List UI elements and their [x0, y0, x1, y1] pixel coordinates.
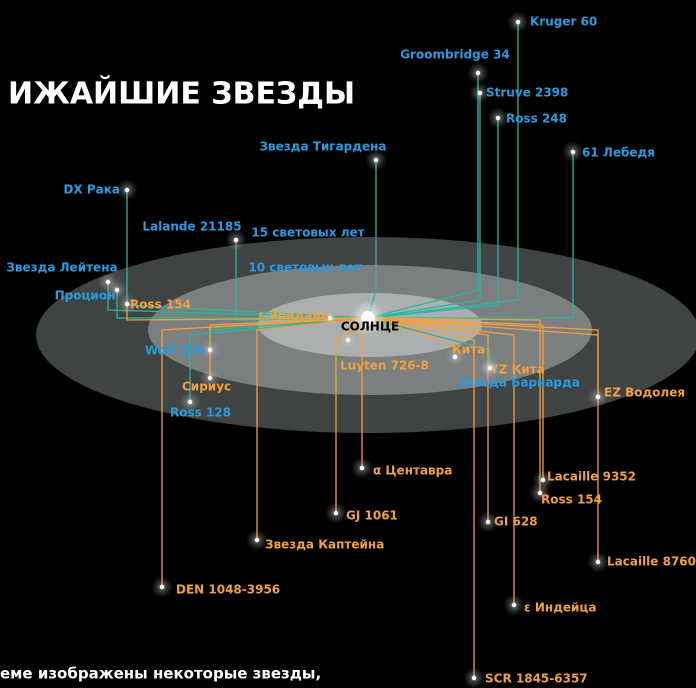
sun-label: СОЛНЦЕ — [341, 320, 399, 334]
star-label: GJ 1061 — [346, 509, 398, 523]
star — [125, 188, 129, 192]
star-label: ε Индейца — [524, 601, 596, 615]
star — [478, 91, 482, 95]
diagram: Kruger 60 Groombridge 34 Struve 2398 Ross 2… — [0, 0, 696, 688]
star — [541, 478, 545, 482]
star-label: Lacaille 8760 — [607, 555, 696, 569]
ring-label: 15 световых лет — [251, 226, 364, 240]
star-label: Звезда Тигардена — [260, 140, 387, 154]
star — [488, 366, 492, 370]
star-label: GI 628 — [494, 515, 538, 529]
star — [486, 520, 490, 524]
star-label: Ross 128 — [170, 406, 231, 420]
star-label: Luyten 726-8 — [340, 359, 429, 373]
star-label: SCR 1845-6357 — [485, 672, 588, 686]
star-label: Wolf 359 — [145, 344, 205, 358]
ring-label: 10 световых лет — [248, 261, 361, 275]
caption: еме изображены некоторые звезды, — [0, 665, 321, 683]
star-label: Lalande 21185 — [142, 220, 241, 234]
star — [208, 348, 212, 352]
star — [512, 603, 516, 607]
star — [374, 158, 378, 162]
star-label: Кита — [452, 343, 485, 357]
star-label: Groombridge 34 — [400, 48, 510, 62]
page: Kruger 60 Groombridge 34 Struve 2398 Ross 2… — [0, 0, 696, 688]
star — [188, 400, 192, 404]
star-label: Kruger 60 — [530, 15, 597, 29]
star-label: EZ Водолея — [604, 386, 685, 400]
star — [255, 538, 259, 542]
star — [360, 466, 364, 470]
star-label: DEN 1048-3956 — [176, 583, 280, 597]
star — [596, 395, 600, 399]
star — [160, 585, 164, 589]
star — [496, 116, 500, 120]
star-label: Процион — [55, 289, 116, 303]
star — [571, 150, 575, 154]
star-label: Ross 248 — [506, 112, 567, 126]
star-label: α Центавра — [373, 464, 452, 478]
star — [125, 302, 129, 306]
star — [346, 338, 350, 342]
star-label: Struve 2398 — [486, 86, 568, 100]
star-label: Lacaille 9352 — [547, 470, 636, 484]
title: ИЖАЙШИЕ ЗВЕЗДЫ — [8, 76, 355, 112]
star-label: 61 Лебедя — [582, 146, 655, 160]
star — [516, 20, 520, 24]
star-label: Звезда Каптейна — [265, 538, 384, 552]
star — [596, 560, 600, 564]
star-label: DX Рака — [63, 183, 120, 197]
star-label: Ross 154 — [541, 493, 602, 507]
star — [476, 71, 480, 75]
star — [234, 238, 238, 242]
star-label: Звезда Лейтена — [6, 261, 117, 275]
star — [472, 676, 476, 680]
star — [334, 511, 338, 515]
star-label: Ross 154 — [130, 298, 191, 312]
star — [115, 288, 119, 292]
star-label: ε Эридана — [258, 309, 329, 323]
star-label: Звезда Барнарда — [458, 376, 580, 390]
